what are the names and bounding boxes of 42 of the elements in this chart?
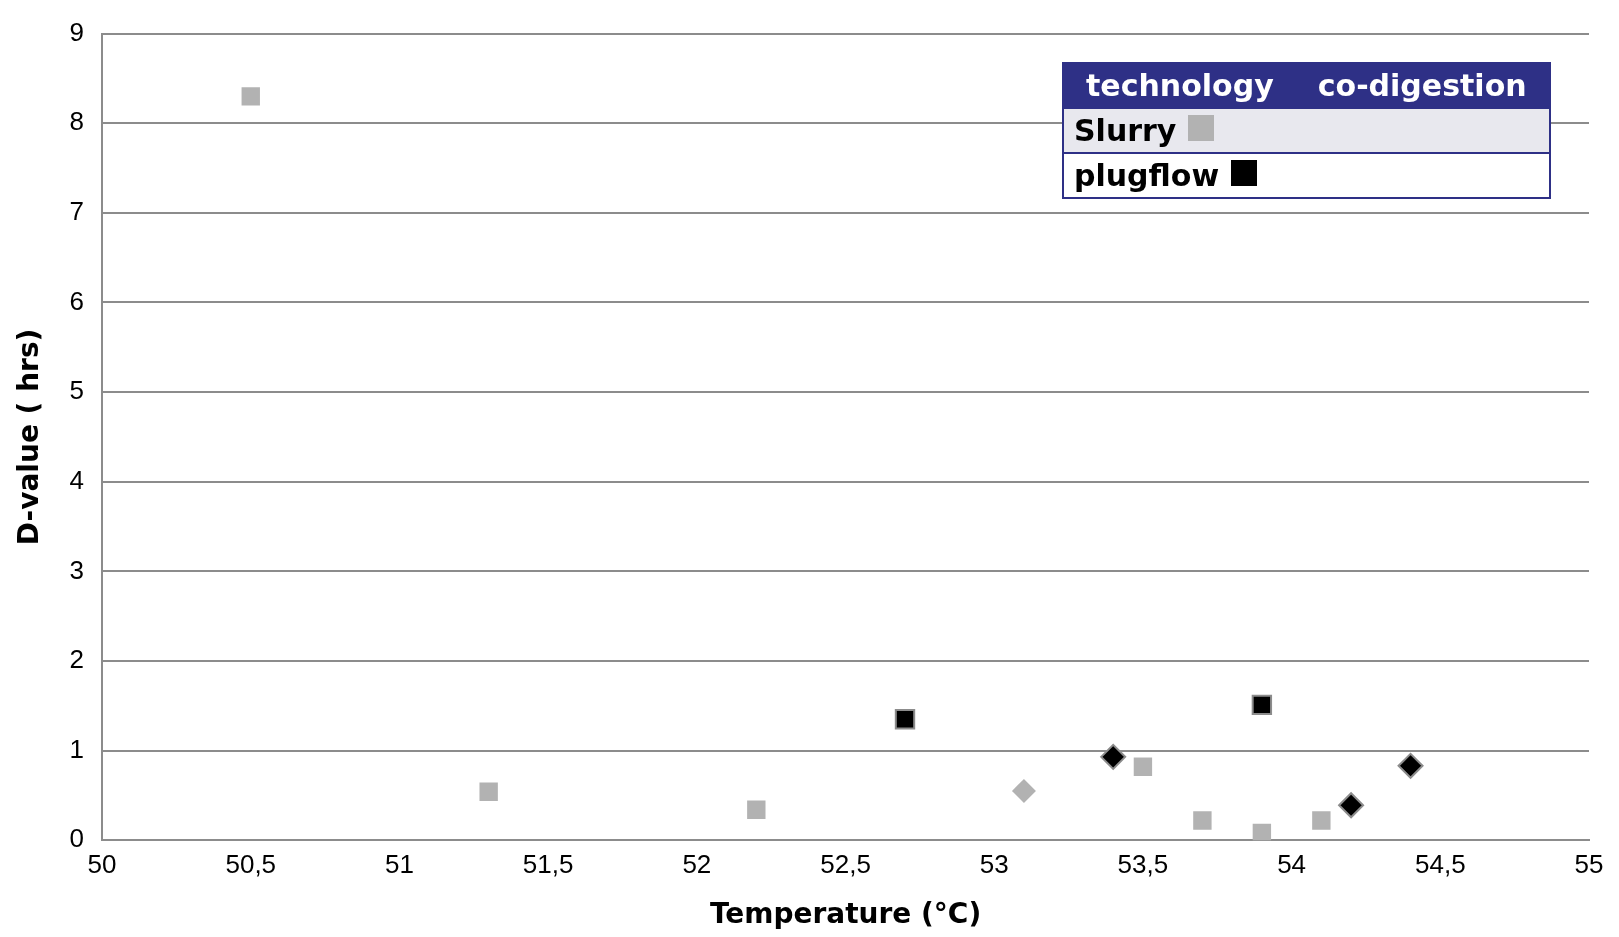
point [479, 782, 498, 801]
x-tick-label: 54,5 [1415, 848, 1466, 879]
y-tick-label: 3 [69, 554, 85, 585]
x-tick-label: 53,5 [1117, 848, 1169, 879]
y-tick-label: 2 [69, 644, 85, 675]
point [1251, 694, 1273, 716]
annotation: co-digestion [1295, 63, 1550, 108]
x-tick-label: 55 [1574, 848, 1604, 879]
y-tick-label: 0 [69, 823, 85, 854]
x-tick-label: 52,5 [820, 848, 871, 879]
x-tick-label: 54 [1277, 848, 1307, 879]
x-tick-label: 53 [979, 848, 1009, 879]
table-row: plugflow [1063, 153, 1550, 198]
x-tick-label: 51 [384, 848, 414, 879]
x-tick-label: 50,5 [225, 848, 277, 879]
y-tick-label: 5 [69, 375, 85, 406]
y-tick-label: 9 [69, 16, 85, 47]
y-tick-label: 6 [69, 285, 85, 316]
y-tick-label: 8 [69, 106, 85, 137]
point [1338, 792, 1365, 819]
point [1133, 757, 1153, 776]
point [1252, 823, 1272, 841]
x-tick-label: 50 [87, 848, 117, 879]
point [894, 709, 916, 730]
point [1100, 743, 1127, 770]
legend-label: plugflow [1074, 158, 1220, 193]
table-row: Slurry [1063, 108, 1550, 153]
y-tick-label: 7 [69, 196, 85, 227]
x-axis-title: Temperature (°C) [709, 897, 982, 931]
point [1312, 811, 1331, 830]
x-tick-label: 52 [682, 848, 712, 879]
point [1193, 811, 1212, 830]
legend-label: Slurry [1074, 113, 1177, 148]
y-tick-label: 1 [69, 733, 85, 764]
legend-title: technology [1063, 63, 1296, 108]
point [747, 800, 766, 819]
x-tick-label: 51,5 [522, 848, 574, 879]
point [1011, 778, 1036, 803]
point [1397, 752, 1424, 779]
point [241, 87, 260, 106]
y-axis-title: D-value ( hrs) [12, 328, 46, 546]
y-tick-label: 4 [69, 464, 85, 495]
